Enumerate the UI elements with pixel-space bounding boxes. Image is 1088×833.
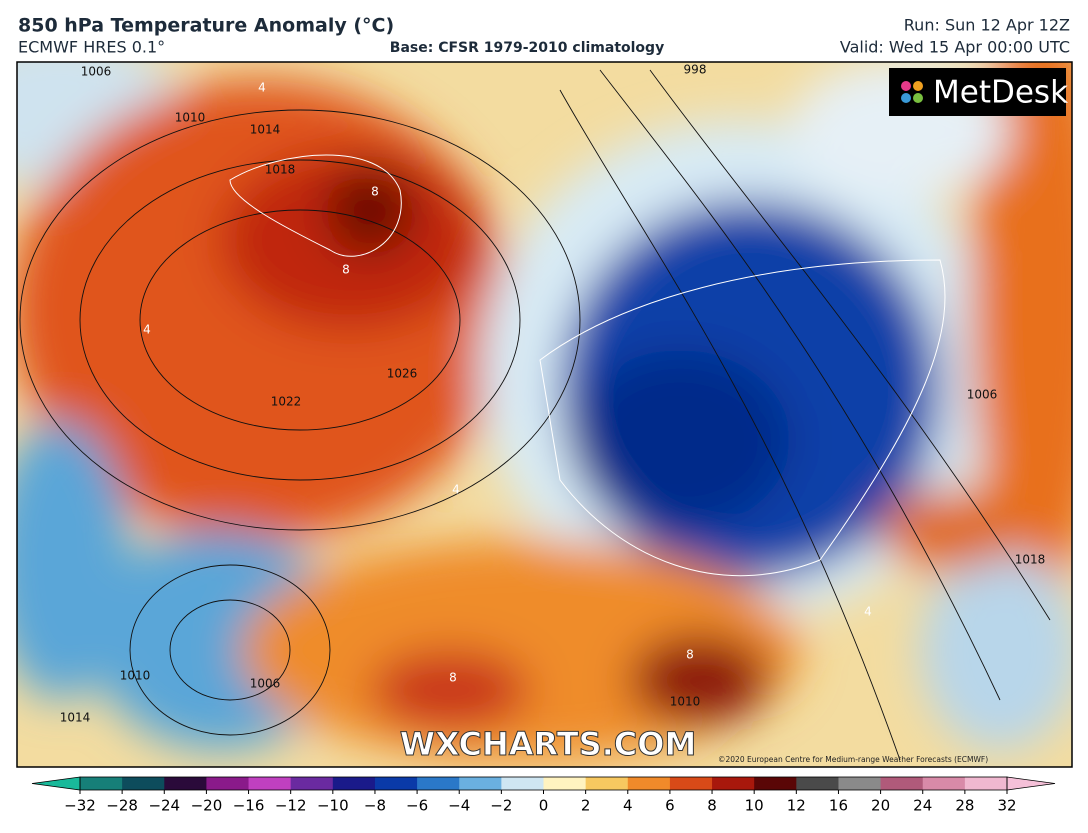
colorbar-tick-label: 32 [997, 797, 1016, 815]
colorbar-tick-label: 0 [539, 797, 549, 815]
colorbar-tick-label: −2 [490, 797, 512, 815]
contour-label: 1018 [1015, 553, 1046, 567]
colorbar-tick-label: −28 [106, 797, 138, 815]
run: Run: Sun 12 Apr 12Z [904, 16, 1070, 35]
map-frame [16, 61, 1073, 768]
contour-label: 4 [452, 483, 460, 497]
contour-label: 1010 [175, 111, 206, 125]
contour-label: 1022 [271, 395, 302, 409]
colorbar-segment [332, 777, 376, 790]
colorbar-segment [880, 777, 924, 790]
colorbar-tick-label: 10 [745, 797, 764, 815]
contour-label: 4 [864, 605, 872, 619]
colorbar-segment [417, 777, 460, 790]
contour-label: 8 [686, 648, 694, 662]
colorbar-segment [290, 777, 334, 790]
colorbar-segment [964, 777, 1008, 790]
colorbar-tick-label: −24 [148, 797, 180, 815]
contour-label: 1006 [81, 65, 112, 79]
colorbar-segment [374, 777, 418, 790]
valid: Valid: Wed 15 Apr 00:00 UTC [840, 38, 1070, 57]
colorbar-segment [206, 777, 250, 790]
contour-label: 998 [684, 63, 707, 77]
colorbar-segment [501, 777, 544, 790]
colorbar-over [1006, 776, 1056, 791]
colorbar-tick-label: −12 [275, 797, 307, 815]
colorbar-segment [459, 777, 502, 790]
colorbar-segment [838, 777, 882, 790]
base: Base: CFSR 1979-2010 climatology [390, 40, 664, 56]
contour-label: 8 [371, 185, 379, 199]
colorbar-segment [543, 777, 587, 790]
model: ECMWF HRES 0.1° [18, 38, 165, 57]
contour-label: 4 [143, 323, 151, 337]
colorbar-tick-label: −32 [64, 797, 96, 815]
colorbar-segment [627, 777, 671, 790]
colorbar-segment [80, 777, 123, 790]
contour-label: 4 [258, 81, 266, 95]
colorbar-tick-label: 4 [623, 797, 633, 815]
colorbar-segment [796, 777, 839, 790]
colorbar-tick-label: 12 [787, 797, 806, 815]
colorbar-tick-label: 24 [913, 797, 932, 815]
watermark: WXCHARTS.COM [400, 725, 697, 763]
map: 1006 1010 1014 1018 1022 1026 998 1006 1010 1014 1… [17, 62, 1072, 767]
colorbar-tick-label: −16 [233, 797, 265, 815]
colorbar-tick-label: −10 [317, 797, 349, 815]
colorbar-tick-label: −20 [191, 797, 223, 815]
colorbar-tick-label: 20 [871, 797, 890, 815]
contour-label: 1006 [967, 388, 998, 402]
contour-label: 1026 [387, 367, 418, 381]
colorbar-segment [712, 777, 755, 790]
logo: MetDesk [933, 75, 1068, 111]
colorbar-segment [122, 777, 165, 790]
colorbar-tick-label: 28 [955, 797, 974, 815]
colorbar-tick-label: −4 [448, 797, 470, 815]
colorbar-segment [164, 777, 207, 790]
colorbar-segment [922, 777, 966, 790]
colorbar-tick-label: 16 [829, 797, 848, 815]
contour-label: 1006 [250, 677, 281, 691]
colorbar-tick-label: 8 [707, 797, 717, 815]
colorbar-tick-label: 2 [581, 797, 591, 815]
title: 850 hPa Temperature Anomaly (°C) [18, 15, 394, 37]
contour-label: 1014 [250, 123, 281, 137]
colorbar-segment [669, 777, 713, 790]
colorbar-tick-label: −8 [364, 797, 386, 815]
colorbar-segment [585, 777, 629, 790]
colorbar-tick-label: 6 [665, 797, 675, 815]
contour-label: 1014 [60, 711, 91, 725]
colorbar-under [31, 776, 81, 791]
contour-label: 1010 [120, 669, 151, 683]
colorbar-segment [754, 777, 797, 790]
copyright: ©2020 European Centre for Medium-range W… [718, 755, 988, 764]
colorbar-tick-label: −6 [406, 797, 428, 815]
colorbar-segment [248, 777, 292, 790]
contour-label: 1018 [265, 163, 296, 177]
contour-label: 8 [449, 671, 457, 685]
contour-label: 8 [342, 263, 350, 277]
contour-label: 1010 [670, 695, 701, 709]
